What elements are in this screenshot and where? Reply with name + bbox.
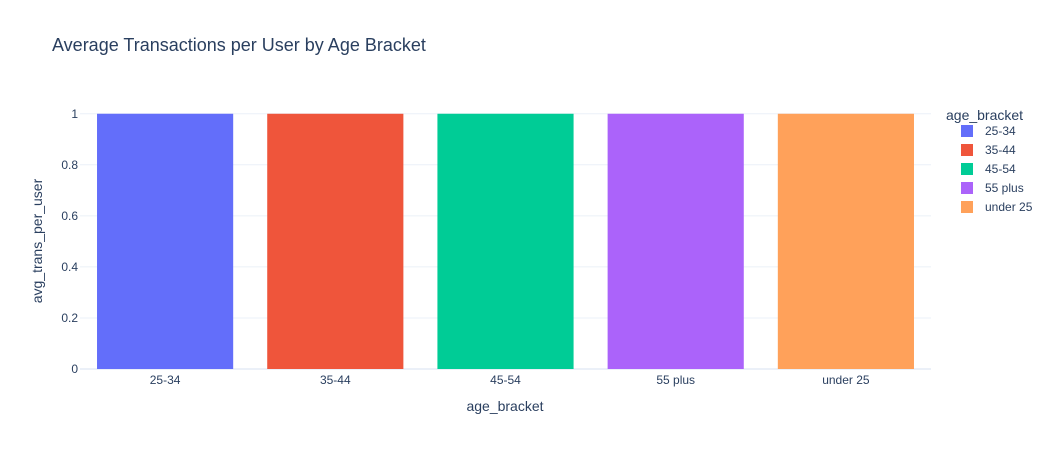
legend-item[interactable]: 25-34 — [961, 124, 1016, 138]
bar-35-44 — [267, 113, 404, 369]
legend-item[interactable]: 35-44 — [961, 143, 1016, 157]
legend-swatch — [961, 163, 973, 175]
bar-55-plus — [607, 113, 744, 369]
x-tick-label: 25-34 — [150, 373, 181, 387]
y-tick-label: 1 — [71, 107, 78, 121]
y-axis-ticks: 0 0.2 0.4 0.6 0.8 1 — [61, 107, 78, 376]
legend-item[interactable]: 45-54 — [961, 162, 1016, 176]
x-tick-label: under 25 — [822, 373, 870, 387]
y-tick-label: 0.4 — [61, 260, 78, 274]
chart-title: Average Transactions per User by Age Bra… — [52, 35, 426, 55]
legend-swatch — [961, 182, 973, 194]
bar-25-34 — [97, 113, 234, 369]
y-axis-title: avg_trans_per_user — [29, 178, 45, 303]
legend-swatch — [961, 144, 973, 156]
x-tick-label: 45-54 — [490, 373, 521, 387]
legend-label: 25-34 — [985, 124, 1016, 138]
legend-label: 55 plus — [985, 181, 1024, 195]
x-tick-label: 35-44 — [320, 373, 351, 387]
legend-label: under 25 — [985, 200, 1033, 214]
x-axis-title: age_bracket — [466, 398, 543, 414]
y-tick-label: 0.6 — [61, 209, 78, 223]
legend-item[interactable]: 55 plus — [961, 181, 1024, 195]
y-tick-label: 0.2 — [61, 311, 78, 325]
bar-45-54 — [437, 113, 574, 369]
legend: age_bracket 25-34 35-44 45-54 55 plus under … — [946, 107, 1033, 214]
x-tick-label: 55 plus — [656, 373, 695, 387]
legend-label: 45-54 — [985, 162, 1016, 176]
legend-label: 35-44 — [985, 143, 1016, 157]
legend-swatch — [961, 125, 973, 137]
y-tick-label: 0 — [71, 362, 78, 376]
legend-title: age_bracket — [946, 107, 1023, 123]
legend-item[interactable]: under 25 — [961, 200, 1033, 214]
x-axis-ticks: 25-34 35-44 45-54 55 plus under 25 — [150, 373, 870, 387]
y-tick-label: 0.8 — [61, 158, 78, 172]
bar-under-25 — [777, 113, 914, 369]
legend-swatch — [961, 201, 973, 213]
bars — [97, 113, 914, 369]
